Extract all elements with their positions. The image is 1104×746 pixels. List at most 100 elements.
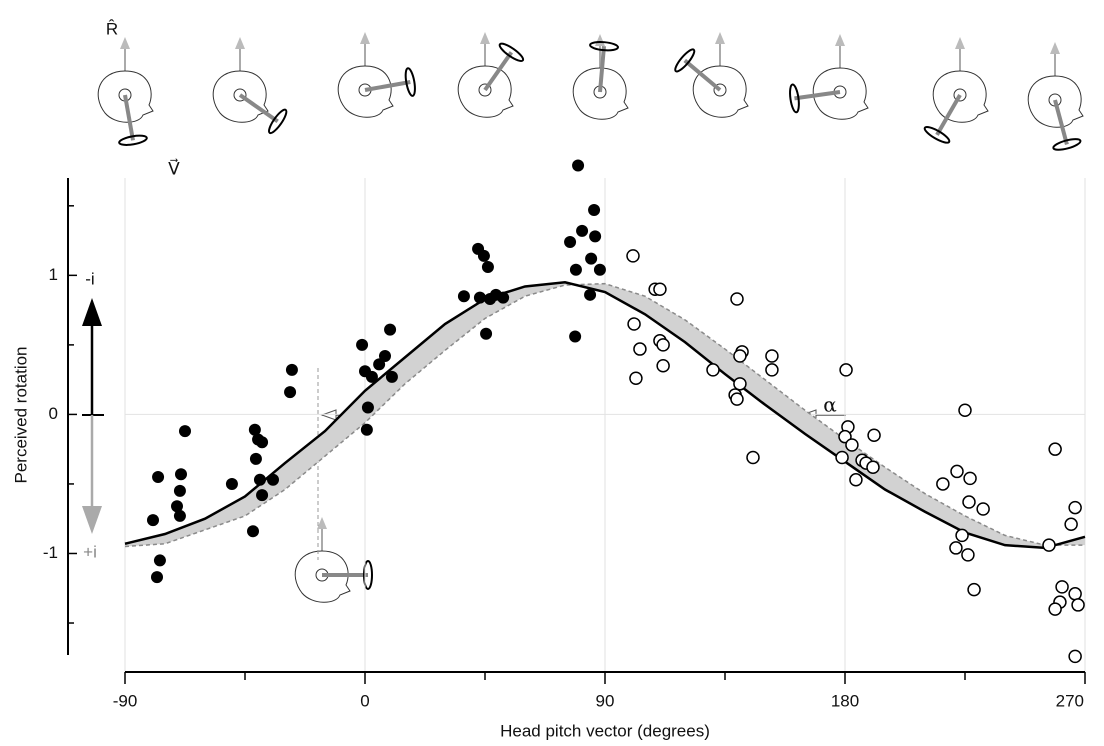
data-point-open — [730, 292, 744, 306]
data-point — [497, 291, 510, 304]
data-point-open — [706, 363, 720, 377]
icon-rotation — [498, 42, 525, 62]
y-tick-label: 1 — [49, 265, 58, 284]
data-point-open — [627, 317, 641, 331]
data-point — [360, 423, 373, 436]
data-point — [256, 489, 269, 502]
data-point-open — [1055, 580, 1069, 594]
data-point — [173, 509, 186, 522]
data-point — [457, 290, 470, 303]
data-point — [589, 230, 602, 243]
icon-rotation — [404, 67, 416, 97]
icon-rotation — [923, 126, 951, 144]
data-point-open — [967, 582, 981, 597]
icon-vector — [123, 94, 135, 141]
icon-vector — [238, 93, 279, 124]
x-tick-label: 270 — [1056, 691, 1084, 710]
data-point-open — [656, 338, 670, 352]
data-point — [584, 288, 597, 301]
data-point-open — [1042, 538, 1056, 552]
data-point-open — [949, 541, 963, 555]
data-point — [564, 235, 577, 248]
fit-line — [124, 281, 1086, 550]
data-point — [256, 436, 269, 449]
data-point-open — [1048, 602, 1062, 616]
data-point — [249, 452, 262, 465]
data-point — [152, 470, 165, 483]
data-point-open — [733, 349, 747, 363]
inset-down-label: +i — [83, 542, 97, 561]
data-point-open — [765, 363, 779, 377]
r-hat-label: R̂ — [106, 19, 118, 39]
icon-up-head — [120, 37, 130, 49]
icon-rotation — [268, 108, 288, 135]
data-point-open — [955, 528, 969, 543]
data-point-open — [653, 282, 667, 297]
data-point — [373, 358, 386, 371]
icon-up-head — [715, 32, 725, 44]
icon-vector — [1053, 99, 1069, 145]
icon-up-head — [1050, 42, 1060, 54]
data-point — [171, 500, 183, 513]
icon-vector — [364, 80, 411, 92]
data-point — [585, 252, 598, 265]
data-point — [179, 425, 191, 438]
data-point-open — [656, 358, 670, 373]
v-arrow-label: V⃗ — [168, 158, 180, 178]
x-tick-label: 0 — [360, 691, 369, 710]
data-point — [569, 330, 582, 343]
icon-rotation — [789, 83, 800, 114]
data-point-open — [765, 349, 779, 363]
data-point — [285, 363, 298, 376]
data-point — [248, 423, 261, 436]
data-point-open — [961, 548, 975, 562]
data-point-open — [845, 438, 859, 452]
data-point-open — [1068, 649, 1082, 664]
icon-rotation — [589, 41, 619, 52]
data-point-open — [746, 450, 760, 465]
y-axis-label: Perceived rotation — [11, 346, 30, 483]
data-point — [356, 338, 369, 351]
data-point — [477, 249, 490, 262]
icon-vector — [935, 94, 962, 136]
icon-rotation — [363, 560, 373, 590]
data-point-open — [867, 428, 881, 443]
y-tick-label: 0 — [49, 404, 58, 423]
data-point — [593, 263, 606, 276]
icon-up-head — [317, 517, 327, 529]
data-point-open — [626, 249, 640, 263]
data-point — [361, 401, 374, 414]
data-point — [173, 484, 186, 497]
data-point — [379, 350, 391, 363]
data-point-open — [733, 377, 747, 391]
icon-rotation — [674, 48, 696, 73]
data-point-open — [1071, 598, 1085, 612]
data-point-open — [950, 464, 964, 479]
data-point — [365, 370, 378, 383]
icon-rotation — [1052, 138, 1082, 151]
icon-up-head — [595, 34, 605, 46]
data-point — [473, 291, 486, 304]
data-point-open — [963, 471, 977, 486]
icon-up-head — [835, 34, 845, 46]
data-point-open — [633, 342, 647, 356]
data-point — [151, 571, 163, 584]
data-point-open — [976, 502, 990, 516]
data-point-open — [849, 473, 863, 487]
inset-up-label: -i — [85, 269, 94, 288]
icon-up-head — [955, 37, 965, 49]
data-point-open — [866, 460, 880, 475]
data-point — [385, 370, 398, 383]
inset-down-head — [82, 506, 102, 534]
icon-rotation — [118, 134, 148, 146]
icon-up-head — [480, 32, 490, 44]
data-point-open — [936, 477, 950, 491]
data-point — [153, 554, 166, 567]
inset-up-head — [82, 298, 102, 326]
band — [125, 282, 1085, 548]
data-point — [284, 386, 297, 399]
data-point-open — [1064, 517, 1078, 532]
data-point — [588, 203, 601, 216]
data-point — [576, 224, 589, 237]
